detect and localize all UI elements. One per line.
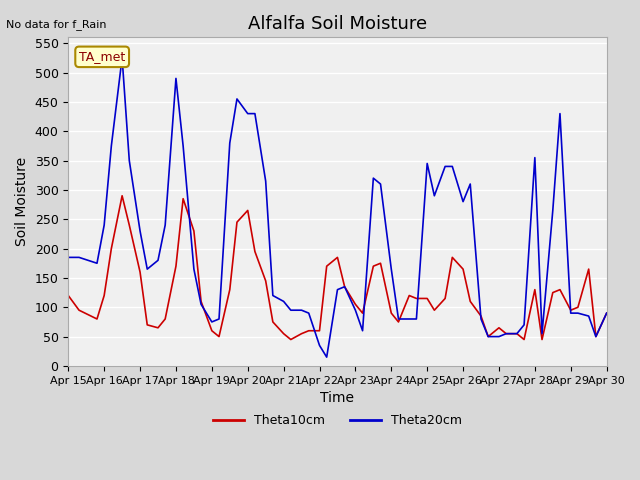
Theta10cm	[215, 334, 223, 339]
Theta20cm	[603, 310, 611, 316]
X-axis label: Time: Time	[321, 391, 355, 405]
Theta20cm	[323, 354, 330, 360]
Theta10cm	[251, 249, 259, 254]
Theta20cm	[65, 254, 72, 260]
Theta20cm	[172, 75, 180, 81]
Theta10cm	[65, 293, 72, 299]
Theta10cm	[233, 219, 241, 225]
Theta10cm	[603, 310, 611, 316]
Theta20cm	[251, 111, 259, 117]
Theta20cm	[215, 316, 223, 322]
Text: TA_met: TA_met	[79, 50, 125, 63]
Theta10cm	[287, 336, 294, 342]
Legend: Theta10cm, Theta20cm: Theta10cm, Theta20cm	[208, 409, 467, 432]
Theta10cm	[172, 264, 180, 269]
Line: Theta20cm: Theta20cm	[68, 58, 607, 357]
Theta10cm	[423, 296, 431, 301]
Theta10cm	[262, 278, 269, 284]
Line: Theta10cm: Theta10cm	[68, 196, 607, 339]
Y-axis label: Soil Moisture: Soil Moisture	[15, 157, 29, 246]
Theta20cm	[423, 161, 431, 167]
Theta10cm	[118, 193, 126, 199]
Text: No data for f_Rain: No data for f_Rain	[6, 19, 107, 30]
Theta20cm	[262, 178, 269, 184]
Theta20cm	[233, 96, 241, 102]
Theta20cm	[118, 55, 126, 61]
Title: Alfalfa Soil Moisture: Alfalfa Soil Moisture	[248, 15, 427, 33]
